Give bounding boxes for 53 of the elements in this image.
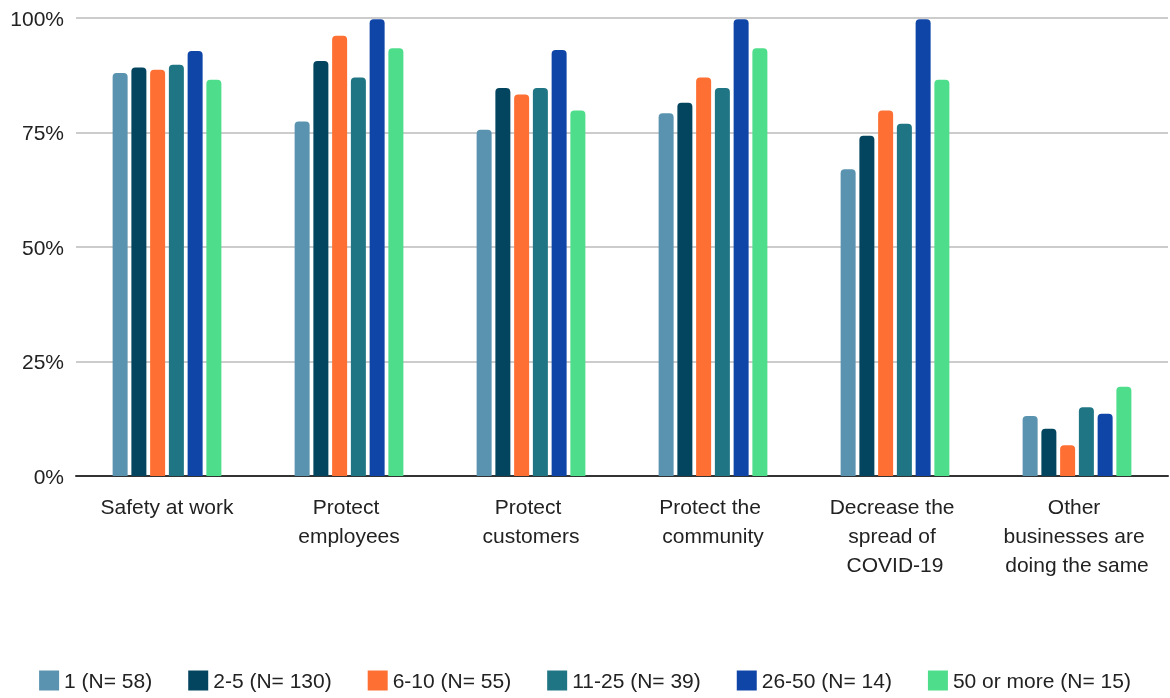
bar bbox=[495, 88, 511, 476]
bar bbox=[294, 121, 310, 476]
bar bbox=[934, 79, 950, 476]
bar bbox=[187, 50, 203, 476]
bar bbox=[1022, 416, 1038, 476]
bar bbox=[476, 129, 492, 476]
bar bbox=[532, 88, 548, 476]
x-tick-label: Safety at work bbox=[100, 495, 235, 518]
bar bbox=[570, 110, 586, 476]
legend-label: 1 (N= 58) bbox=[64, 669, 153, 692]
x-tick-label: Protect customers bbox=[482, 495, 580, 547]
bar bbox=[896, 123, 912, 476]
bar bbox=[859, 135, 875, 476]
bar bbox=[551, 50, 567, 476]
bar bbox=[1060, 445, 1076, 476]
bar bbox=[677, 102, 693, 476]
legend-label: 2-5 (N= 130) bbox=[213, 669, 332, 692]
bar bbox=[752, 48, 768, 476]
bar bbox=[1041, 428, 1057, 476]
bar bbox=[915, 19, 931, 476]
bar bbox=[332, 35, 348, 476]
bar bbox=[878, 110, 894, 476]
bar bbox=[1078, 407, 1094, 476]
bar bbox=[150, 69, 166, 476]
bar bbox=[714, 88, 730, 476]
bar bbox=[696, 77, 712, 476]
legend-label: 50 or more (N= 15) bbox=[952, 669, 1131, 692]
y-tick-label: 50% bbox=[21, 235, 64, 259]
bar bbox=[369, 19, 385, 476]
y-tick-label: 0% bbox=[33, 464, 64, 488]
bar bbox=[313, 61, 329, 476]
bar bbox=[658, 113, 674, 476]
bar bbox=[733, 19, 749, 476]
bar bbox=[840, 169, 856, 476]
x-tick-label: Protect employees bbox=[298, 495, 400, 547]
bar bbox=[112, 72, 128, 476]
y-tick-label: 75% bbox=[21, 121, 64, 144]
bar bbox=[1116, 386, 1132, 476]
x-tick-label: Decrease the spread of COVID-19 bbox=[829, 495, 961, 576]
x-tick-label: Protect the community bbox=[659, 495, 767, 547]
legend-label: 11-25 (N= 39) bbox=[572, 669, 701, 692]
bar bbox=[1097, 413, 1113, 476]
legend-label: 26-50 (N= 14) bbox=[761, 669, 892, 692]
bar bbox=[168, 64, 184, 476]
y-tick-label: 100% bbox=[10, 6, 64, 30]
legend-label: 6-10 (N= 55) bbox=[392, 669, 512, 692]
bar bbox=[206, 79, 222, 476]
bar bbox=[131, 67, 147, 476]
x-tick-label: Other businesses are doing the same bbox=[1003, 495, 1151, 576]
bar bbox=[388, 48, 404, 476]
y-tick-label: 25% bbox=[21, 350, 64, 373]
bar bbox=[350, 77, 366, 476]
bar bbox=[514, 94, 530, 476]
